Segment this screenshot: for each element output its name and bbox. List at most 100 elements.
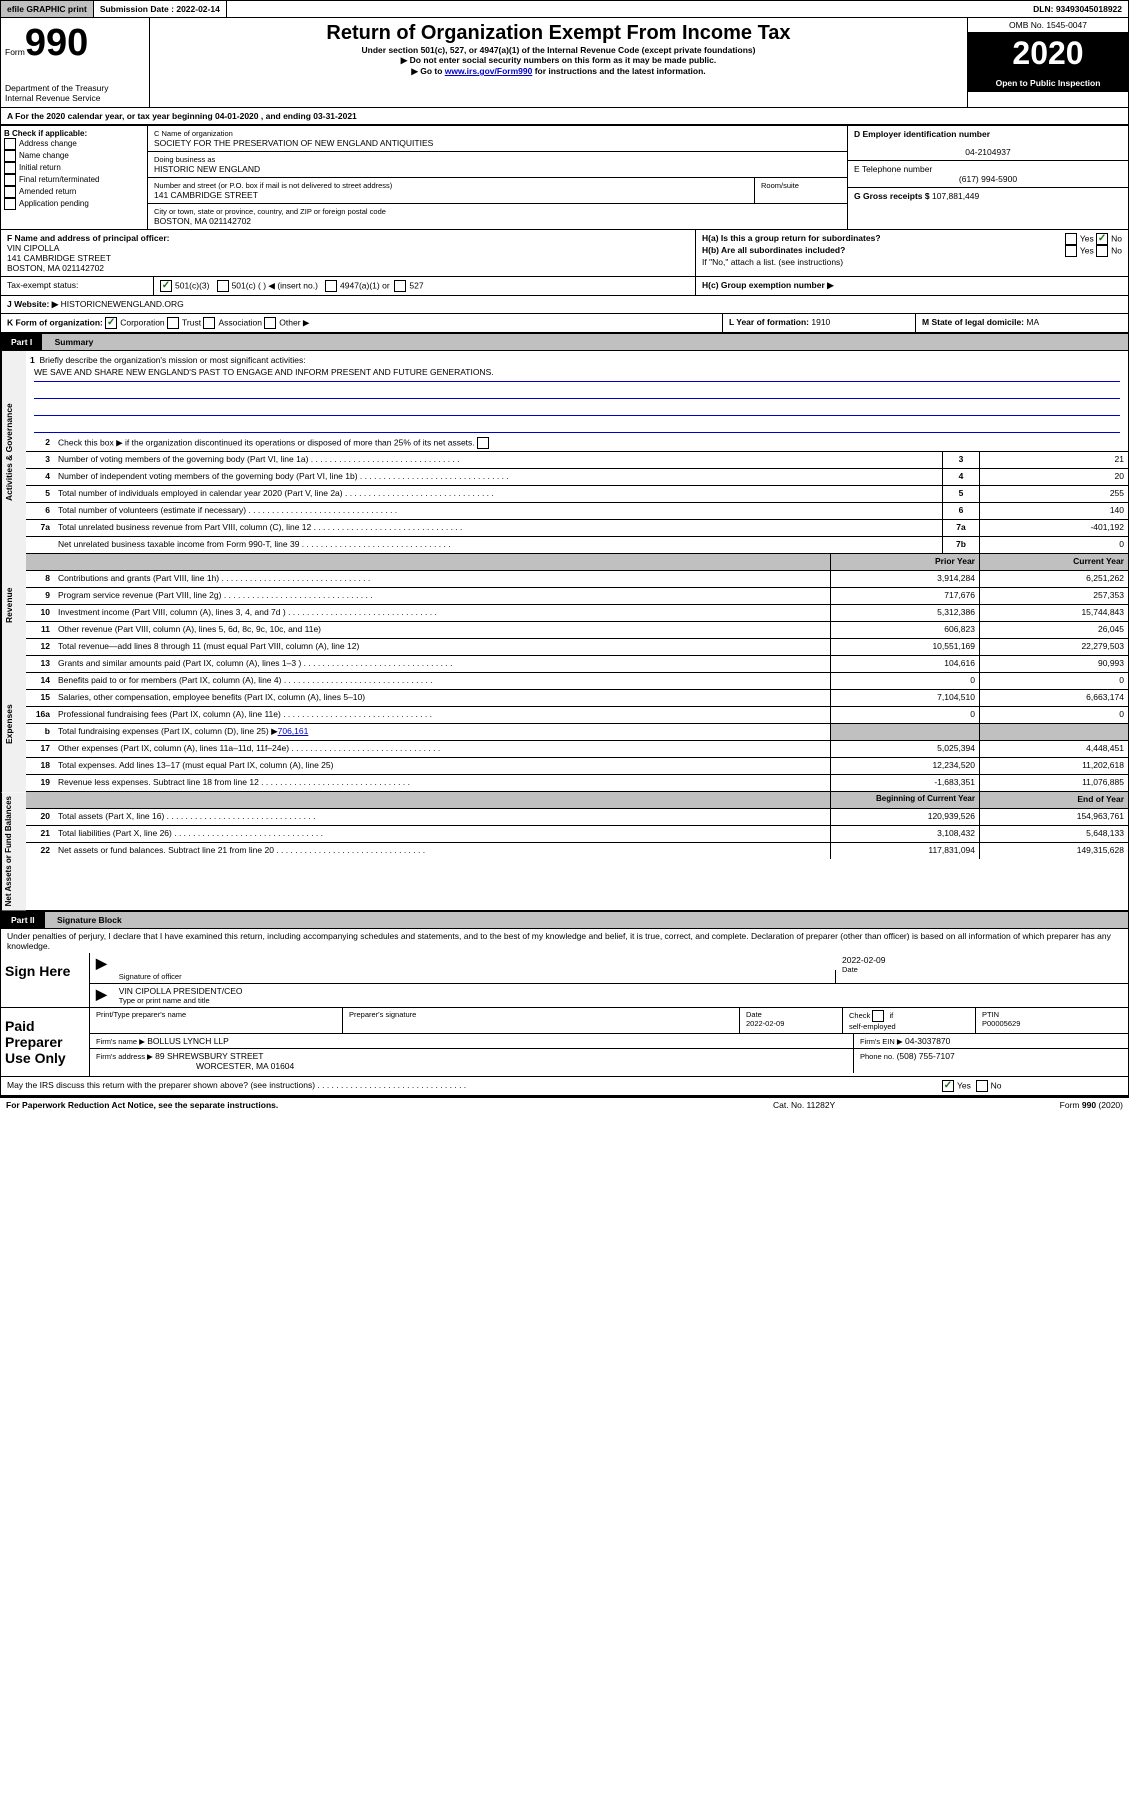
l19-text: Revenue less expenses. Subtract line 18 … bbox=[54, 775, 830, 791]
l17-current: 4,448,451 bbox=[979, 741, 1128, 757]
l5-text: Total number of individuals employed in … bbox=[54, 486, 942, 502]
discuss-yes-check[interactable] bbox=[942, 1080, 954, 1092]
l13-prior: 104,616 bbox=[830, 656, 979, 672]
corp-check[interactable] bbox=[105, 317, 117, 329]
l16a-current: 0 bbox=[979, 707, 1128, 723]
assoc-check[interactable] bbox=[203, 317, 215, 329]
hb-label: H(b) Are all subordinates included? bbox=[702, 245, 845, 255]
omb-number: OMB No. 1545-0047 bbox=[968, 18, 1128, 33]
l21-text: Total liabilities (Part X, line 26) bbox=[54, 826, 830, 842]
501c3-check[interactable] bbox=[160, 280, 172, 292]
goto-suffix: for instructions and the latest informat… bbox=[532, 66, 705, 76]
part2-title: Signature Block bbox=[47, 915, 122, 925]
hb-yes-label: Yes bbox=[1080, 245, 1094, 255]
l2-check[interactable] bbox=[477, 437, 489, 449]
paperwork-notice: For Paperwork Reduction Act Notice, see … bbox=[6, 1100, 773, 1110]
begin-year-header: Beginning of Current Year bbox=[830, 792, 979, 808]
form-footer: Form 990 (2020) bbox=[973, 1100, 1123, 1110]
hb-no-label: No bbox=[1111, 245, 1122, 255]
l14-text: Benefits paid to or for members (Part IX… bbox=[54, 673, 830, 689]
name-change-label: Name change bbox=[19, 151, 69, 160]
submission-label: Submission Date : bbox=[100, 4, 174, 14]
address-change-label: Address change bbox=[19, 139, 77, 148]
year-end: 03-31-2021 bbox=[313, 111, 356, 121]
officer-name: VIN CIPOLLA bbox=[7, 243, 689, 253]
sig-date: 2022-02-09 bbox=[842, 955, 1122, 965]
l9-prior: 717,676 bbox=[830, 588, 979, 604]
other-label: Other ▶ bbox=[279, 317, 309, 327]
ha-label: H(a) Is this a group return for subordin… bbox=[702, 233, 881, 243]
l18-prior: 12,234,520 bbox=[830, 758, 979, 774]
501c-check[interactable] bbox=[217, 280, 229, 292]
tel-value: (617) 994-5900 bbox=[854, 174, 1122, 184]
dept-treasury: Department of the Treasury bbox=[5, 83, 145, 93]
sign-here-block: Sign Here ▶ Signature of officer 2022-02… bbox=[0, 953, 1129, 1008]
firm-ein-label: Firm's EIN ▶ bbox=[860, 1037, 903, 1046]
501c3-label: 501(c)(3) bbox=[175, 280, 209, 290]
l9-text: Program service revenue (Part VIII, line… bbox=[54, 588, 830, 604]
4947-check[interactable] bbox=[325, 280, 337, 292]
goto-prefix: ▶ Go to bbox=[411, 66, 444, 76]
ha-no-label: No bbox=[1111, 233, 1122, 243]
website-label: J Website: ▶ bbox=[7, 299, 58, 309]
amended-check[interactable] bbox=[4, 186, 16, 198]
trust-check[interactable] bbox=[167, 317, 179, 329]
irs-link[interactable]: www.irs.gov/Form990 bbox=[445, 66, 533, 76]
ein-label: D Employer identification number bbox=[854, 129, 1122, 139]
name-change-check[interactable] bbox=[4, 150, 16, 162]
l7a-text: Total unrelated business revenue from Pa… bbox=[54, 520, 942, 536]
final-return-check[interactable] bbox=[4, 174, 16, 186]
l12-prior: 10,551,169 bbox=[830, 639, 979, 655]
l5-value: 255 bbox=[979, 486, 1128, 502]
part1-title: Summary bbox=[45, 337, 94, 347]
phone-value: (508) 755-7107 bbox=[897, 1051, 955, 1061]
current-year-header: Current Year bbox=[979, 554, 1128, 570]
prep-date: 2022-02-09 bbox=[746, 1019, 784, 1028]
dln-value: 93493045018922 bbox=[1056, 4, 1122, 14]
l2-text: Check this box ▶ if the organization dis… bbox=[58, 437, 475, 447]
app-pending-check[interactable] bbox=[4, 198, 16, 210]
if-label: if bbox=[889, 1011, 893, 1020]
l13-text: Grants and similar amounts paid (Part IX… bbox=[54, 656, 830, 672]
date-label: Date bbox=[842, 965, 1122, 974]
ha-yes-label: Yes bbox=[1080, 233, 1094, 243]
sign-here-label: Sign Here bbox=[1, 953, 90, 1007]
ptin-label: PTIN bbox=[982, 1010, 999, 1019]
initial-return-check[interactable] bbox=[4, 162, 16, 174]
officer-name-title: VIN CIPOLLA PRESIDENT/CEO bbox=[119, 986, 1122, 996]
cat-no: Cat. No. 11282Y bbox=[773, 1100, 973, 1110]
discuss-no-check[interactable] bbox=[976, 1080, 988, 1092]
hb-yes-check[interactable] bbox=[1065, 245, 1077, 257]
l7a-value: -401,192 bbox=[979, 520, 1128, 536]
year-begin: 04-01-2020 bbox=[215, 111, 258, 121]
firm-name-label: Firm's name ▶ bbox=[96, 1037, 145, 1046]
amended-label: Amended return bbox=[19, 187, 76, 196]
l6-value: 140 bbox=[979, 503, 1128, 519]
arrow-icon: ▶ bbox=[90, 984, 113, 1007]
b-header: B Check if applicable: bbox=[4, 129, 144, 138]
ha-no-check[interactable] bbox=[1096, 233, 1108, 245]
governance-label: Activities & Governance bbox=[1, 351, 26, 554]
app-pending-label: Application pending bbox=[19, 199, 89, 208]
other-check[interactable] bbox=[264, 317, 276, 329]
efile-button[interactable]: efile GRAPHIC print bbox=[1, 1, 94, 17]
527-check[interactable] bbox=[394, 280, 406, 292]
dba-label: Doing business as bbox=[154, 155, 841, 164]
address-change-check[interactable] bbox=[4, 138, 16, 150]
initial-return-label: Initial return bbox=[19, 163, 61, 172]
l19-current: 11,076,885 bbox=[979, 775, 1128, 791]
l22-current: 149,315,628 bbox=[979, 843, 1128, 859]
tax-year-prefix: A For the 2020 calendar year, or tax yea… bbox=[7, 111, 215, 121]
hb-no-check[interactable] bbox=[1096, 245, 1108, 257]
l20-current: 154,963,761 bbox=[979, 809, 1128, 825]
org-info-block: B Check if applicable: Address change Na… bbox=[0, 125, 1129, 230]
ssn-note: ▶ Do not enter social security numbers o… bbox=[154, 55, 963, 66]
l4-value: 20 bbox=[979, 469, 1128, 485]
street-value: 141 CAMBRIDGE STREET bbox=[154, 190, 748, 200]
discuss-question: May the IRS discuss this return with the… bbox=[1, 1077, 936, 1095]
l8-prior: 3,914,284 bbox=[830, 571, 979, 587]
ha-yes-check[interactable] bbox=[1065, 233, 1077, 245]
officer-label: F Name and address of principal officer: bbox=[7, 233, 689, 243]
expenses-label: Expenses bbox=[1, 656, 26, 792]
self-emp-check[interactable] bbox=[872, 1010, 884, 1022]
